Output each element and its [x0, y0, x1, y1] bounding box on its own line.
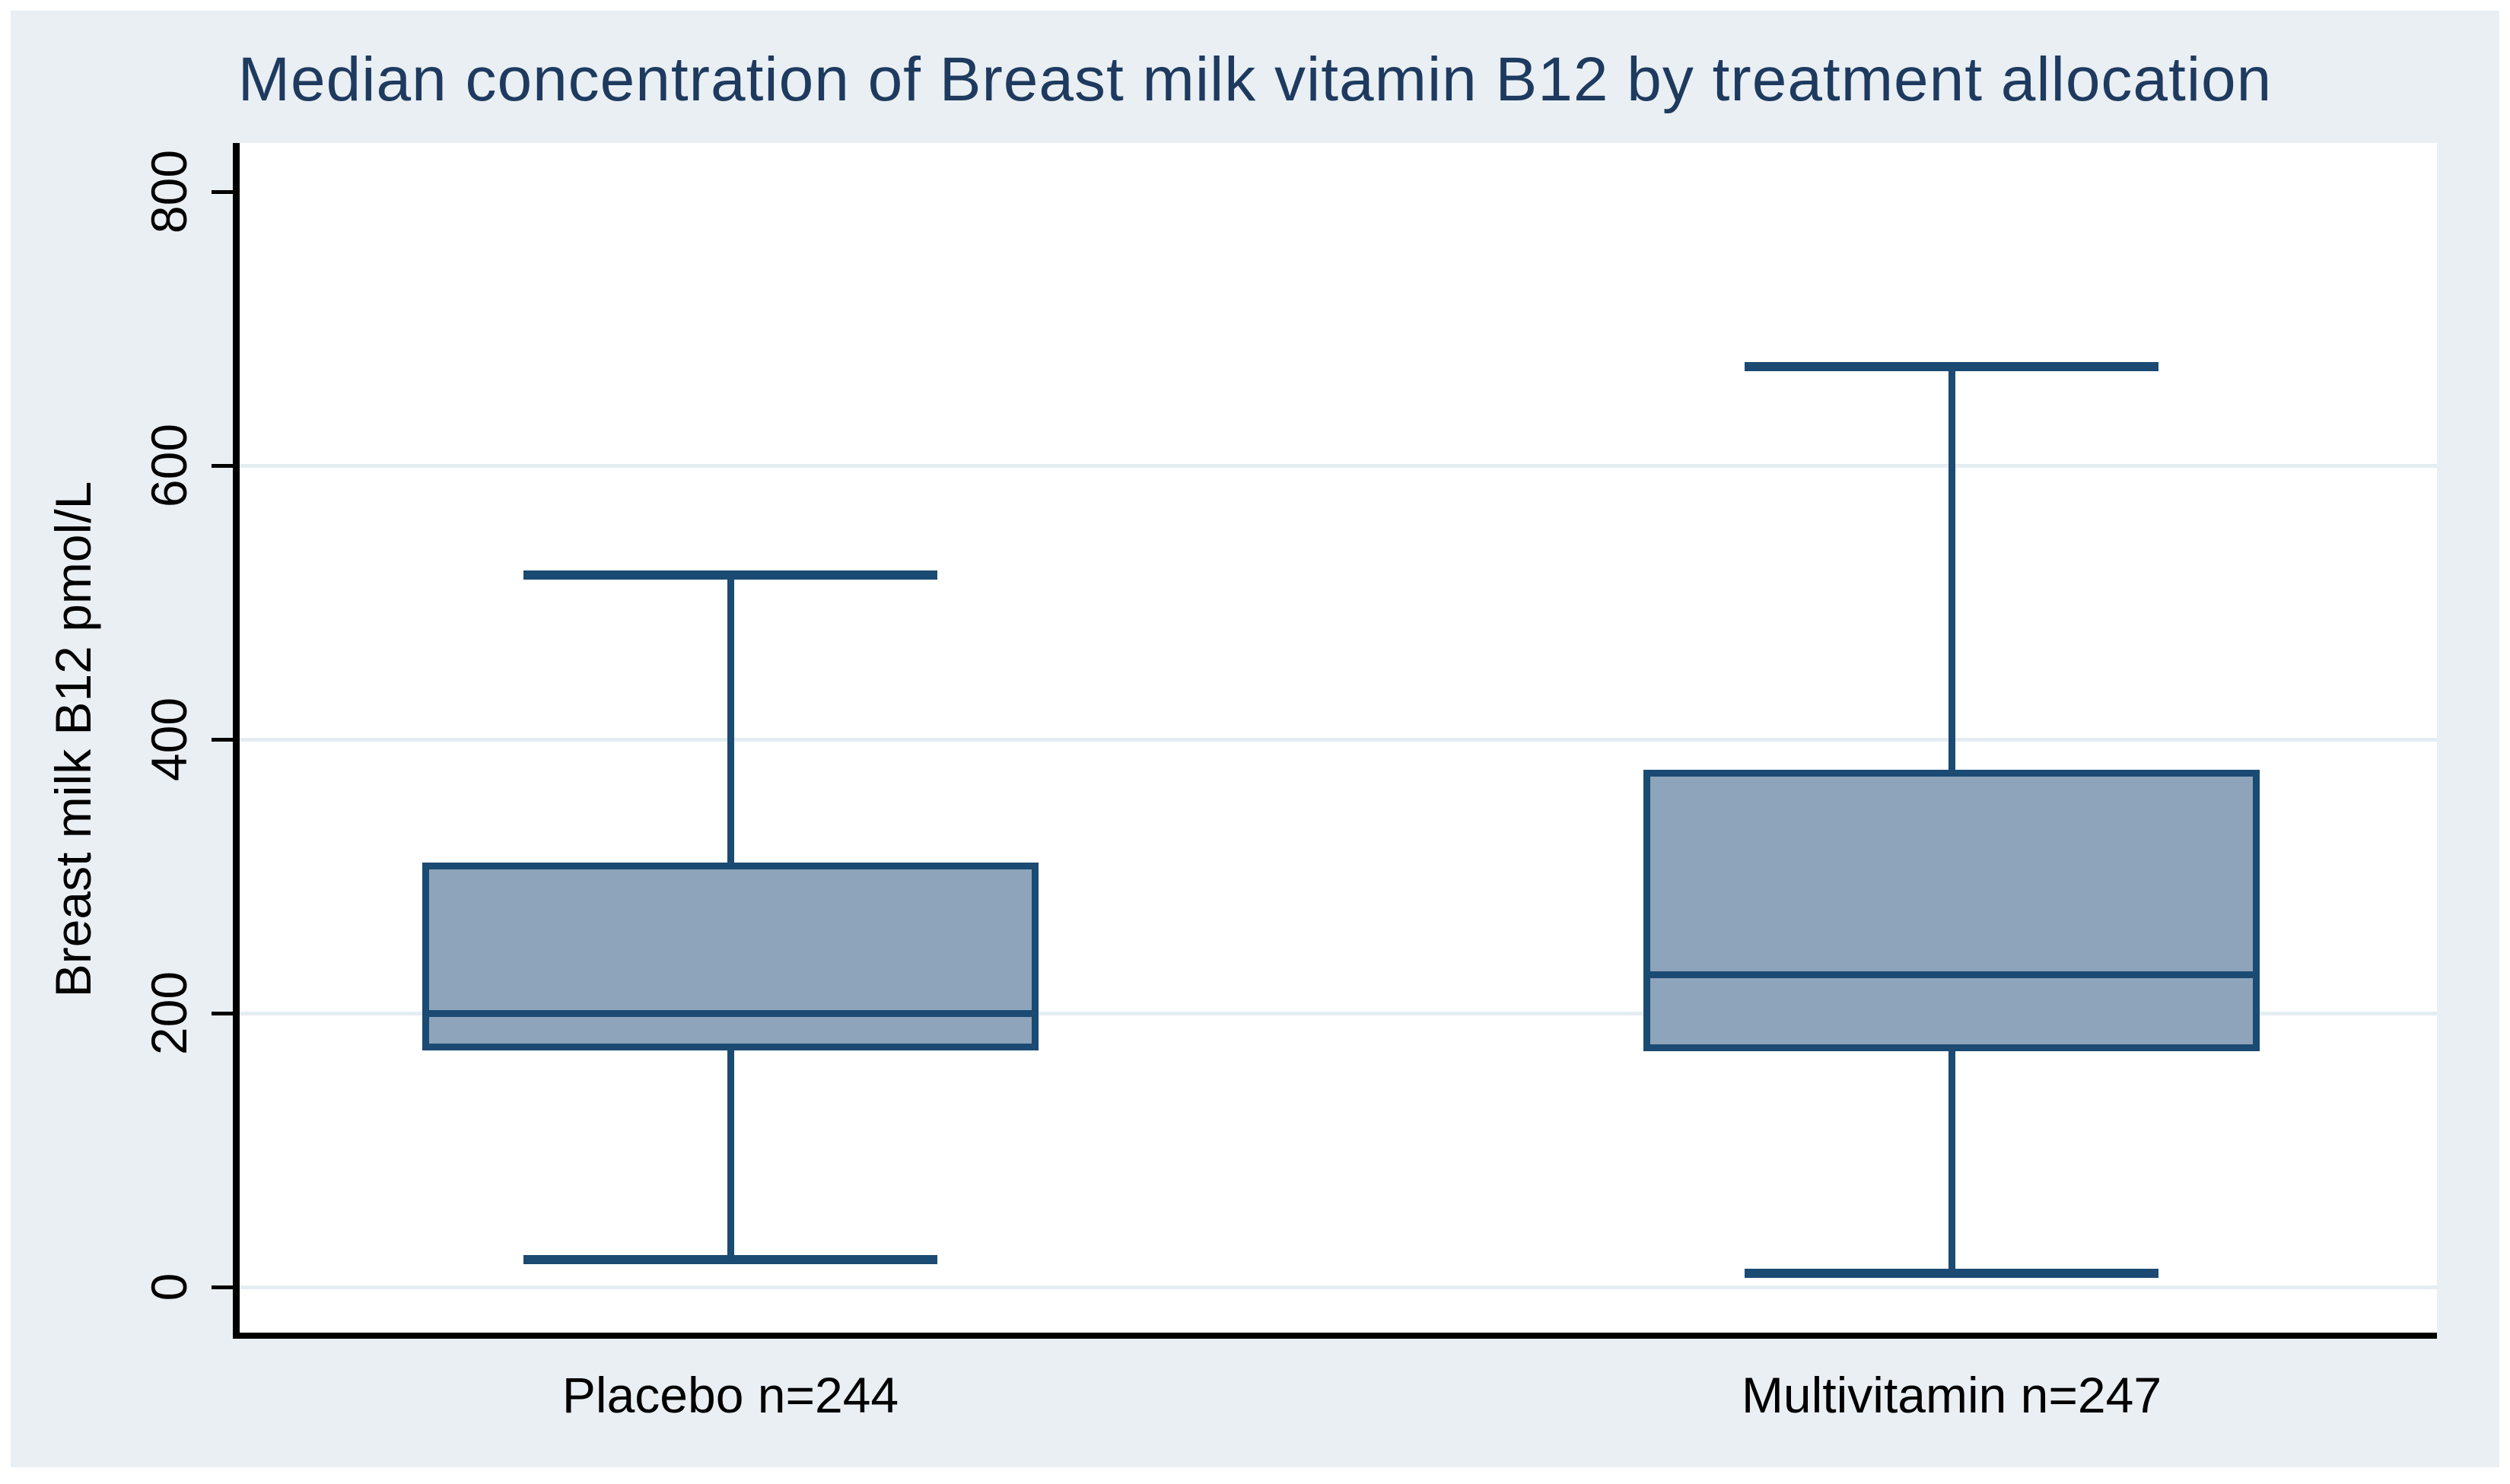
median-line-Multivitamin: [1643, 971, 2260, 979]
y-gridline-0: [240, 1285, 2437, 1289]
y-tick-0: [212, 1285, 236, 1289]
y-tick-600: [212, 464, 236, 468]
lower-whisker-cap-Multivitamin: [1745, 1269, 2158, 1278]
y-tick-200: [212, 1012, 236, 1015]
lower-whisker-Multivitamin: [1948, 1051, 1955, 1273]
upper-whisker-cap-Multivitamin: [1745, 362, 2158, 372]
upper-whisker-Placebo: [727, 575, 734, 863]
y-tick-400: [212, 738, 236, 742]
y-tick-label-600: 600: [141, 423, 197, 508]
median-line-Placebo: [422, 1009, 1039, 1017]
y-tick-label-0: 0: [141, 1273, 197, 1301]
lower-whisker-Placebo: [727, 1050, 734, 1260]
iqr-box-Multivitamin: [1643, 769, 2260, 1052]
y-tick-800: [212, 190, 236, 194]
y-tick-label-400: 400: [141, 697, 197, 782]
y-axis-title: Breast milk B12 pmol/L: [45, 481, 101, 998]
chart-title: Median concentration of Breast milk vita…: [237, 45, 2273, 114]
x-axis-line: [233, 1333, 2437, 1339]
upper-whisker-cap-Placebo: [523, 570, 937, 580]
upper-whisker-Multivitamin: [1948, 367, 1955, 770]
y-tick-label-800: 800: [141, 149, 197, 234]
y-axis-line: [233, 143, 240, 1339]
lower-whisker-cap-Placebo: [523, 1255, 937, 1264]
y-gridline-600: [240, 464, 2437, 468]
x-axis-label-Multivitamin: Multivitamin n=247: [1741, 1367, 2162, 1423]
x-axis-label-Placebo: Placebo n=244: [561, 1367, 899, 1423]
y-gridline-200: [240, 1012, 2437, 1015]
y-gridline-400: [240, 738, 2437, 742]
y-tick-label-200: 200: [141, 971, 197, 1056]
iqr-box-Placebo: [422, 863, 1039, 1050]
